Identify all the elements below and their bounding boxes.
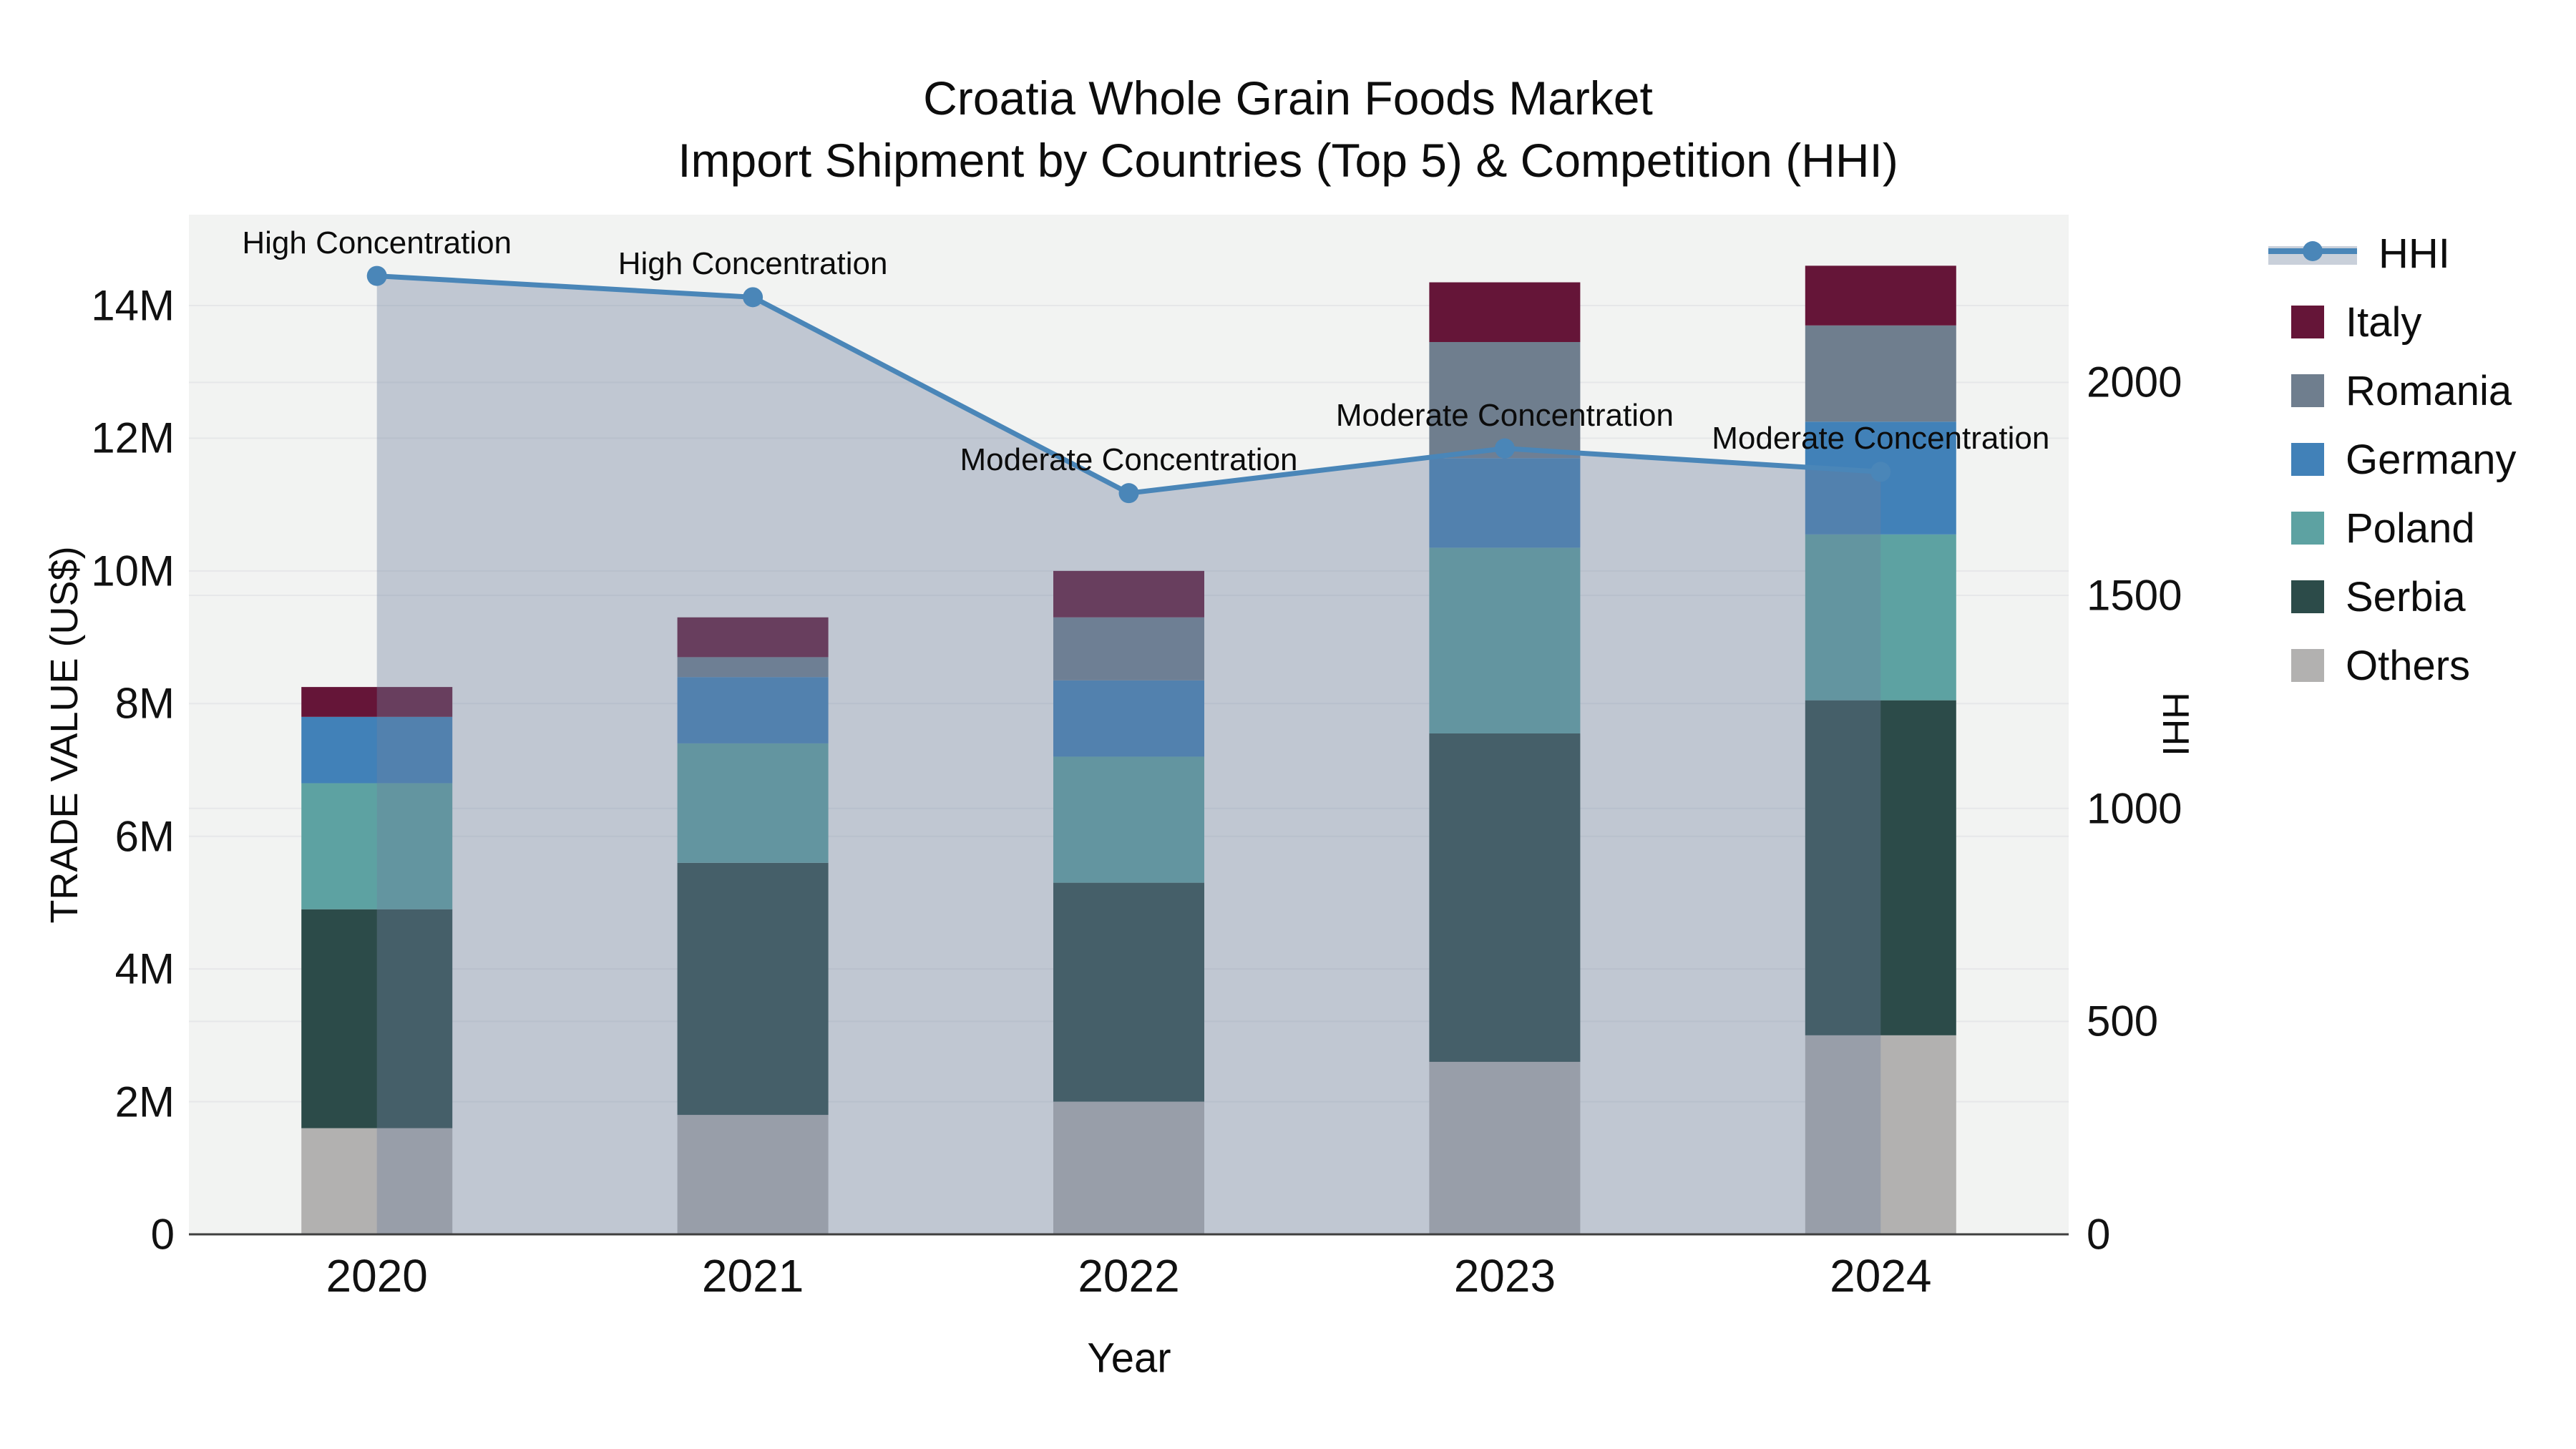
chart-title-line1: Croatia Whole Grain Foods Market	[923, 72, 1653, 125]
bar-segment-2021-others[interactable]	[677, 1115, 829, 1234]
bar-segment-2023-germany[interactable]	[1429, 458, 1581, 548]
others-swatch-icon	[2291, 649, 2324, 682]
bar-segment-2022-italy[interactable]	[1053, 570, 1204, 618]
hhi-marker-2023[interactable]	[1494, 438, 1515, 459]
bar-segment-2020-others[interactable]	[301, 1128, 453, 1234]
bar-segment-2022-romania[interactable]	[1053, 617, 1204, 680]
hhi-marker-2021[interactable]	[743, 287, 763, 308]
bar-segment-2020-italy[interactable]	[301, 687, 453, 717]
bar-segment-2020-serbia[interactable]	[301, 909, 453, 1128]
poland-swatch-icon	[2291, 512, 2324, 545]
bar-segment-2021-italy[interactable]	[677, 617, 829, 658]
bar-segment-2023-italy[interactable]	[1429, 282, 1581, 342]
legend-item-romania[interactable]: Romania	[2268, 356, 2517, 425]
italy-swatch-icon	[2291, 306, 2324, 338]
legend-label: Others	[2346, 642, 2471, 689]
hhi-marker-2020[interactable]	[366, 265, 387, 286]
legend-item-poland[interactable]: Poland	[2268, 494, 2517, 562]
y-left-axis-title: TRADE VALUE (US$)	[43, 546, 86, 924]
bar-segment-2021-germany[interactable]	[677, 677, 829, 743]
legend-item-hhi[interactable]: HHI	[2268, 219, 2517, 288]
bar-segment-2023-others[interactable]	[1429, 1061, 1581, 1234]
bar-segment-2024-poland[interactable]	[1805, 534, 1956, 701]
bar-segment-2023-poland[interactable]	[1429, 547, 1581, 734]
legend-item-germany[interactable]: Germany	[2268, 425, 2517, 494]
chart-title-line2: Import Shipment by Countries (Top 5) & C…	[678, 134, 1898, 187]
legend-label: HHI	[2379, 230, 2450, 277]
hhi-marker-2024[interactable]	[1870, 462, 1891, 482]
bar-segment-2024-italy[interactable]	[1805, 265, 1956, 326]
bar-segment-2022-poland[interactable]	[1053, 756, 1204, 883]
bar-segment-2021-poland[interactable]	[677, 743, 829, 863]
x-axis-title: Year	[1087, 1335, 1171, 1382]
legend-item-serbia[interactable]: Serbia	[2268, 562, 2517, 631]
chart-title: Croatia Whole Grain Foods Market Import …	[0, 67, 2576, 192]
legend-label: Poland	[2346, 504, 2475, 552]
serbia-swatch-icon	[2291, 580, 2324, 613]
bar-segment-2020-poland[interactable]	[301, 783, 453, 909]
legend-label: Italy	[2346, 298, 2422, 346]
bar-segment-2022-serbia[interactable]	[1053, 882, 1204, 1102]
y-right-axis-title: HHI	[2155, 692, 2196, 756]
bar-segment-2024-romania[interactable]	[1805, 325, 1956, 422]
legend-label: Serbia	[2346, 573, 2466, 620]
legend: HHI Italy Romania Germany Poland Serbia …	[2268, 219, 2517, 700]
bar-segment-2022-others[interactable]	[1053, 1101, 1204, 1234]
legend-label: Romania	[2346, 367, 2512, 414]
germany-swatch-icon	[2291, 443, 2324, 476]
hhi-marker-2022[interactable]	[1118, 483, 1139, 504]
bar-segment-2024-others[interactable]	[1805, 1035, 1956, 1234]
legend-label: Germany	[2346, 436, 2517, 483]
bar-segment-2020-germany[interactable]	[301, 716, 453, 784]
bar-segment-2022-germany[interactable]	[1053, 680, 1204, 757]
hhi-line-icon	[2268, 238, 2357, 269]
bar-segment-2021-serbia[interactable]	[677, 862, 829, 1116]
bar-segment-2024-serbia[interactable]	[1805, 700, 1956, 1035]
romania-swatch-icon	[2291, 374, 2324, 407]
legend-item-others[interactable]: Others	[2268, 631, 2517, 700]
bar-segment-2023-serbia[interactable]	[1429, 733, 1581, 1062]
legend-item-italy[interactable]: Italy	[2268, 288, 2517, 356]
bar-segment-2021-romania[interactable]	[677, 657, 829, 678]
hhi-area-fill	[376, 275, 1881, 1235]
